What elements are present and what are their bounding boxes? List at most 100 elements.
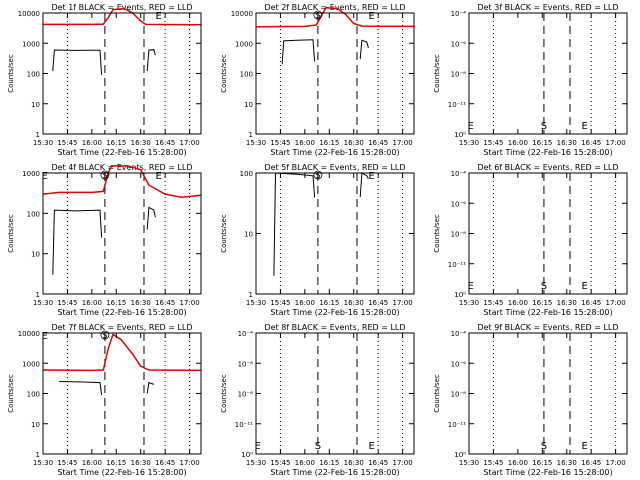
event-marker-label: S: [541, 281, 547, 292]
y-tick-label: 10⁰: [454, 291, 466, 299]
x-tick-label: 17:00: [393, 139, 413, 147]
x-tick-label: 16:15: [106, 139, 126, 147]
panel-title: Det 1f BLACK = Events, RED = LLD: [51, 3, 192, 12]
y-tick-label: 10⁻⁴: [451, 330, 467, 338]
events-series-line: [52, 209, 103, 275]
x-axis-label: Start Time (22-Feb-16 15:28:00): [270, 148, 399, 157]
panel-title: Det 2f BLACK = Events, RED = LLD: [264, 3, 405, 12]
event-marker-label: E: [467, 121, 473, 132]
start-marker-circle: [313, 10, 323, 20]
x-tick-label: 16:45: [155, 139, 175, 147]
y-tick-label: 100: [240, 71, 253, 79]
event-marker-label: E: [41, 171, 47, 182]
x-tick-label: 16:45: [581, 139, 601, 147]
event-marker-label: S: [102, 331, 107, 340]
x-tick-label: 15:30: [459, 459, 479, 467]
plot-frame: [42, 332, 202, 455]
lld-series-line: [42, 333, 202, 372]
panel-title: Det 6f BLACK = Events, RED = LLD: [477, 163, 618, 172]
x-tick-label: 16:45: [155, 459, 175, 467]
y-axis-label: Counts/sec: [7, 214, 15, 253]
events-series-line: [359, 39, 369, 60]
y-axis-label: Counts/sec: [433, 54, 441, 93]
event-marker-label: S: [315, 11, 320, 20]
x-tick-label: 16:15: [532, 139, 552, 147]
panel-title: Det 8f BLACK = Events, RED = LLD: [264, 323, 405, 332]
x-tick-label: 16:15: [319, 139, 339, 147]
x-axis-label: Start Time (22-Feb-16 15:28:00): [483, 148, 612, 157]
x-tick-label: 16:30: [344, 299, 364, 307]
plot-frame: [42, 12, 202, 135]
x-tick-label: 15:30: [246, 139, 266, 147]
start-marker-circle: [313, 170, 323, 180]
x-tick-label: 15:45: [270, 459, 290, 467]
x-tick-label: 15:45: [57, 459, 77, 467]
x-tick-label: 16:15: [319, 459, 339, 467]
x-tick-label: 15:30: [246, 459, 266, 467]
x-tick-label: 17:00: [606, 299, 626, 307]
y-tick-label: 100: [27, 71, 40, 79]
plot-frame: [468, 172, 628, 295]
y-tick-label: 10000: [18, 330, 40, 338]
y-tick-label: 10⁻⁶: [451, 200, 467, 208]
event-marker-label: S: [315, 441, 321, 452]
y-tick-label: 10: [31, 101, 40, 109]
x-tick-label: 17:00: [180, 459, 200, 467]
events-series-line: [273, 172, 316, 276]
y-tick-label: 100: [240, 170, 253, 178]
y-tick-label: 10⁰: [241, 451, 253, 459]
x-tick-label: 16:15: [319, 299, 339, 307]
x-axis-label: Start Time (22-Feb-16 15:28:00): [270, 308, 399, 317]
y-axis-label: Counts/sec: [220, 214, 228, 253]
event-marker-label: E: [581, 121, 587, 132]
lld-series-line: [42, 165, 202, 199]
y-tick-label: 10⁻⁸: [238, 391, 254, 399]
plot-frame: [255, 332, 415, 455]
x-tick-label: 15:30: [33, 459, 53, 467]
y-tick-label: 1000: [22, 360, 40, 368]
event-marker-label: S: [541, 441, 547, 452]
x-tick-label: 15:30: [33, 299, 53, 307]
y-tick-label: 10⁻⁴: [451, 10, 467, 18]
y-tick-label: 1000: [22, 40, 40, 48]
y-tick-label: 10⁻⁸: [451, 71, 467, 79]
y-tick-label: 10000: [18, 10, 40, 18]
x-tick-label: 15:30: [459, 299, 479, 307]
panel-title: Det 4f BLACK = Events, RED = LLD: [51, 163, 192, 172]
y-tick-label: 1: [249, 131, 253, 139]
y-axis-label: Counts/sec: [433, 214, 441, 253]
plot-frame: [468, 12, 628, 135]
y-axis-label: Counts/sec: [433, 374, 441, 413]
event-marker-label: E: [41, 331, 47, 342]
panel-title: Det 9f BLACK = Events, RED = LLD: [477, 323, 618, 332]
x-tick-label: 16:00: [82, 139, 102, 147]
y-tick-label: 10⁻¹¹: [448, 421, 466, 429]
x-axis-label: Start Time (22-Feb-16 15:28:00): [57, 148, 186, 157]
y-axis-label: Counts/sec: [220, 374, 228, 413]
x-tick-label: 17:00: [606, 459, 626, 467]
y-tick-label: 10⁻⁴: [451, 170, 467, 178]
x-tick-label: 16:15: [106, 459, 126, 467]
y-tick-label: 1000: [22, 170, 40, 178]
event-marker-label: E: [254, 441, 260, 452]
x-tick-label: 15:45: [483, 459, 503, 467]
y-tick-label: 10⁻¹¹: [448, 261, 466, 269]
panel-det-7: Det 7f BLACK = Events, RED = LLD E S 1 10 100…: [7, 323, 202, 477]
x-tick-label: 15:30: [459, 139, 479, 147]
panel-title: Det 3f BLACK = Events, RED = LLD: [477, 3, 618, 12]
y-tick-label: 100: [27, 391, 40, 399]
panel-det-9: Det 9f BLACK = Events, RED = LLD S E 10⁰ 10⁻…: [433, 323, 628, 477]
panel-title: Det 5f BLACK = Events, RED = LLD: [264, 163, 405, 172]
event-marker-label: E: [581, 281, 587, 292]
x-tick-label: 15:30: [33, 139, 53, 147]
y-tick-label: 1: [36, 131, 40, 139]
event-marker-label: E: [581, 441, 587, 452]
x-tick-label: 16:00: [82, 459, 102, 467]
x-tick-label: 16:15: [532, 299, 552, 307]
y-tick-label: 100: [27, 210, 40, 218]
y-tick-label: 10⁻¹¹: [448, 101, 466, 109]
y-tick-label: 10⁻⁸: [451, 391, 467, 399]
